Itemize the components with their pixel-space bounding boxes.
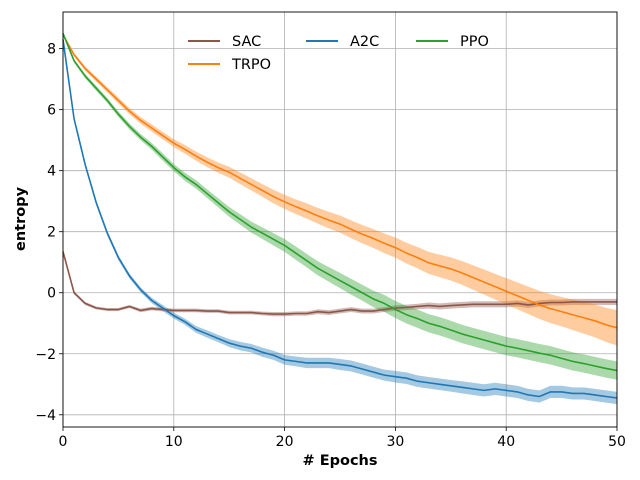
series-lines <box>62 33 618 399</box>
band-trpo <box>63 33 617 346</box>
legend-label-sac: SAC <box>232 34 261 50</box>
x-tick-label: 40 <box>497 434 515 450</box>
y-tick-label: 4 <box>47 164 56 180</box>
axis-ticks: 0 10 20 30 40 50 −4 −2 0 2 4 6 8 <box>35 42 626 450</box>
y-axis-label: entropy <box>13 186 29 251</box>
x-tick-label: 0 <box>59 434 68 450</box>
series-line-sac <box>62 251 617 315</box>
confidence-bands <box>63 31 617 405</box>
x-axis-label: # Epochs <box>303 453 378 469</box>
legend-label-trpo: TRPO <box>231 57 271 73</box>
legend: SAC A2C PPO TRPO <box>188 34 489 73</box>
y-tick-label: 6 <box>47 103 56 119</box>
x-tick-label: 30 <box>386 434 404 450</box>
series-line-ppo <box>62 33 618 372</box>
band-ppo <box>63 31 617 380</box>
x-tick-label: 20 <box>276 434 294 450</box>
y-tick-label: −2 <box>35 347 56 363</box>
legend-label-a2c: A2C <box>350 34 379 50</box>
y-tick-label: 8 <box>47 42 56 58</box>
series-line-trpo <box>62 34 618 329</box>
y-tick-label: 0 <box>47 286 56 302</box>
y-tick-label: 2 <box>47 225 56 241</box>
series-line-a2c <box>62 39 618 399</box>
y-tick-label: −4 <box>35 408 56 424</box>
x-tick-label: 10 <box>165 434 183 450</box>
plot-frame <box>62 11 618 428</box>
legend-label-ppo: PPO <box>460 34 489 50</box>
x-tick-label: 50 <box>608 434 626 450</box>
